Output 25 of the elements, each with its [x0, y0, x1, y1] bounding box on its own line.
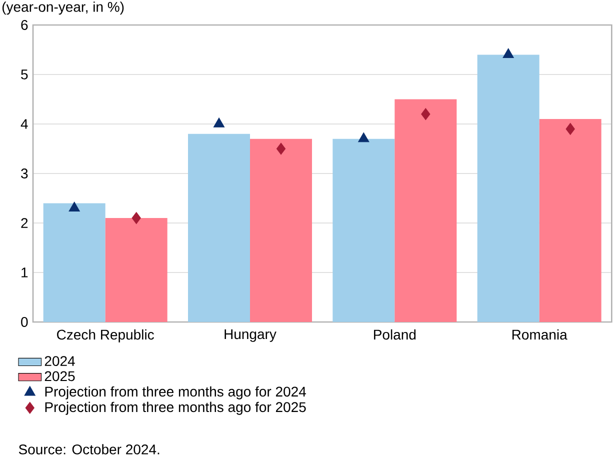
x-tick-label: Poland: [374, 329, 416, 340]
x-tick-label: Romania: [512, 329, 568, 340]
bar: [105, 218, 168, 322]
bar: [43, 203, 106, 322]
legend-label: 2024: [44, 356, 75, 366]
legend-label: Projection from three months ago for 2025: [45, 402, 306, 415]
bar: [539, 119, 602, 322]
bar: [332, 138, 395, 322]
y-tick-label: 6: [21, 20, 28, 30]
x-tick-label: Czech Republic: [57, 329, 154, 342]
y-tick-label: 3: [21, 168, 28, 178]
legend-label: 2025: [44, 371, 75, 382]
chart-subtitle: (year-on-year, in %): [2, 2, 124, 15]
y-tick-label: 0: [21, 317, 28, 327]
y-tick-label: 1: [22, 268, 28, 278]
y-tick-label: 5: [21, 70, 28, 80]
y-tick-label: 4: [20, 119, 28, 129]
bar: [188, 134, 250, 322]
x-tick-label: Hungary: [224, 329, 276, 342]
legend-label: Projection from three months ago for 2024: [45, 386, 306, 400]
source-note: Source: October 2024.: [18, 444, 160, 454]
bar: [394, 99, 457, 322]
y-tick-label: 2: [21, 218, 28, 228]
bar: [250, 138, 312, 322]
bar: [477, 54, 540, 322]
